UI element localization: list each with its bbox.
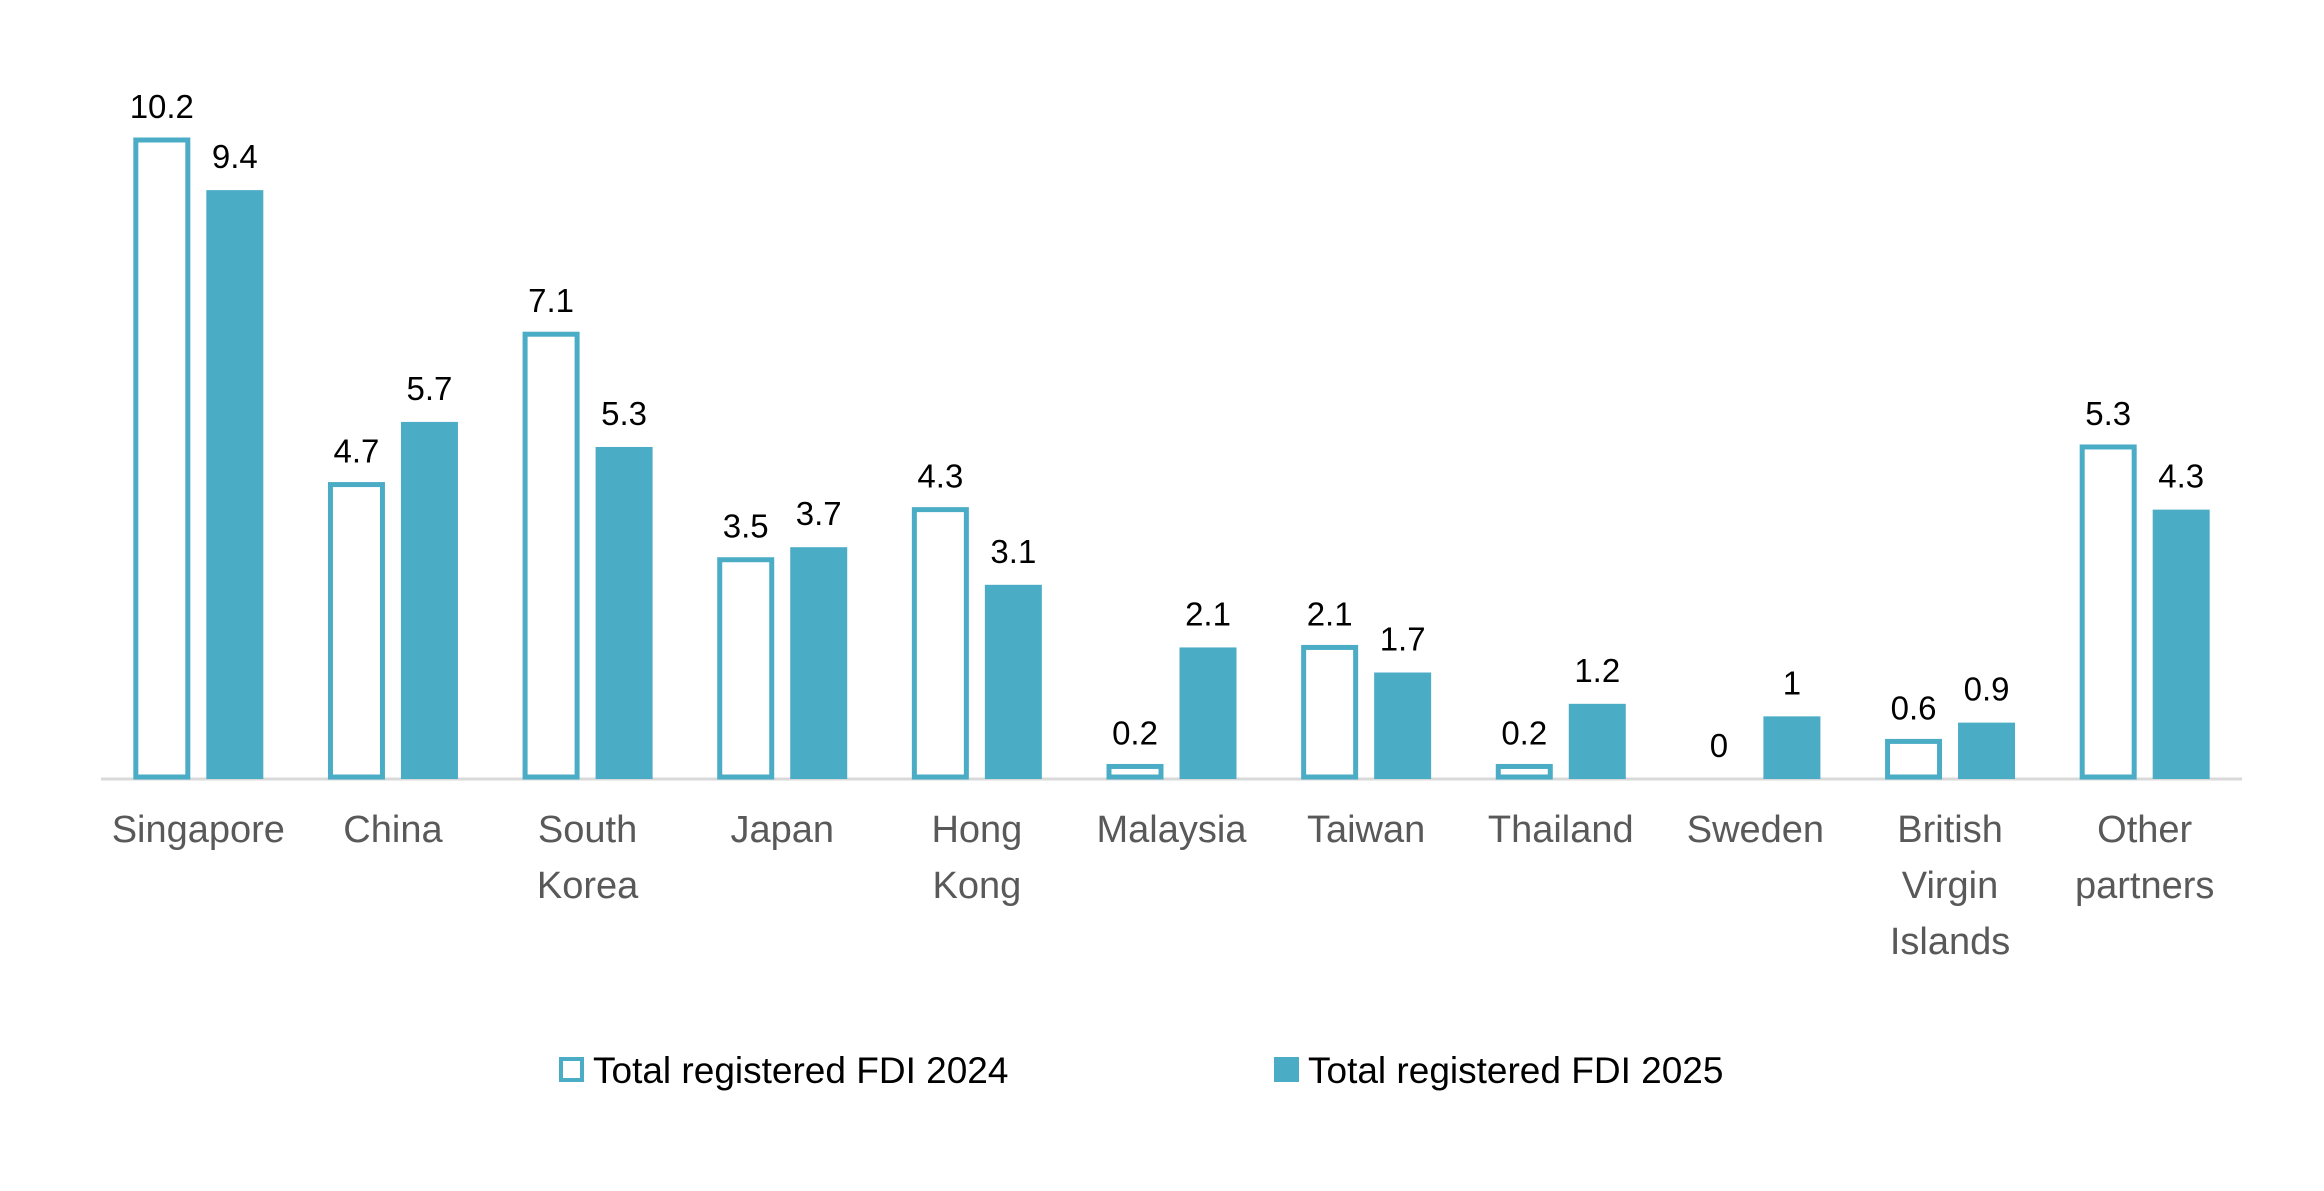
data-label: 3.1 [990,533,1036,570]
bar [1958,722,2016,779]
data-label: 10.2 [130,88,194,125]
x-tick-label: China [343,809,443,851]
x-tick-label: South Korea [537,809,639,907]
bar [790,547,848,779]
data-label: 5.3 [601,395,647,432]
bar [1301,644,1359,780]
bar [133,137,191,780]
data-label: 5.3 [2085,395,2131,432]
bar [1179,647,1237,779]
data-label: 0.2 [1112,714,1158,751]
data-label: 2.1 [1307,595,1353,632]
data-label: 4.7 [334,433,380,470]
x-tick-label: Singapore [112,809,285,851]
data-label: 0.6 [1891,689,1937,726]
data-label: 3.7 [796,495,842,532]
data-label: 0.2 [1501,714,1547,751]
legend-label: Total registered FDI 2025 [1308,1050,1723,1091]
bar [717,557,775,780]
data-label: 7.1 [528,282,574,319]
bar [984,584,1042,779]
data-label: 0.9 [1964,671,2010,708]
bar [522,331,580,780]
bar [327,482,385,780]
bar [1495,763,1553,780]
data-label: 4.3 [917,458,963,495]
bar [1106,763,1164,780]
data-label: 4.3 [2158,458,2204,495]
data-label: 2.1 [1185,595,1231,632]
bar [1568,703,1626,779]
data-label: 0 [1710,727,1728,764]
bar [1885,738,1943,780]
bar [595,446,653,779]
bar [911,507,969,780]
x-tick-label: Thailand [1488,809,1634,851]
x-tick-label: Other partners [2075,809,2214,907]
data-label: 3.5 [723,508,769,545]
legend-swatch [559,1057,584,1082]
bar [1763,716,1821,779]
x-tick-label: Taiwan [1307,809,1425,851]
x-tick-label: Sweden [1687,809,1824,851]
bar [2079,444,2137,780]
bar [1374,672,1432,779]
x-tick-label: Malaysia [1097,809,1248,851]
bar [2152,509,2210,779]
x-tick-label: British Virgin Islands [1890,809,2010,963]
data-label: 5.7 [407,370,453,407]
x-tick-label: Hong Kong [931,809,1022,907]
data-label: 1 [1783,664,1801,701]
legend-label: Total registered FDI 2024 [593,1050,1008,1091]
legend-swatch [1274,1057,1299,1082]
data-label: 9.4 [212,138,258,175]
data-label: 1.7 [1380,621,1426,658]
bar [206,190,264,779]
data-label: 1.2 [1574,652,1620,689]
x-tick-label: Japan [730,809,834,851]
bar [400,421,458,779]
